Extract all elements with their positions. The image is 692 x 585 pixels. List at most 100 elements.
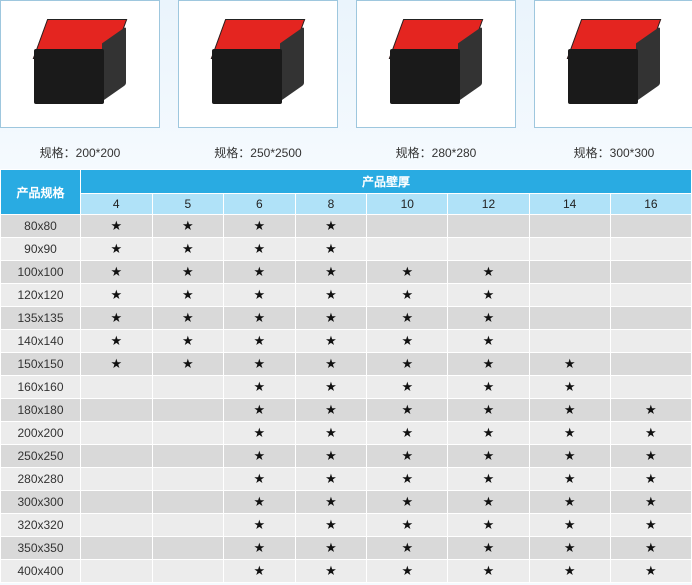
mark-cell: ★ <box>367 537 448 560</box>
mark-cell: ★ <box>81 307 153 330</box>
star-icon: ★ <box>564 471 576 486</box>
size-cell: 200x200 <box>1 422 81 445</box>
table-row: 250x250★★★★★★ <box>1 445 692 468</box>
product-image <box>534 0 692 128</box>
mark-cell: ★ <box>295 491 367 514</box>
mark-cell: ★ <box>367 330 448 353</box>
size-cell: 135x135 <box>1 307 81 330</box>
mark-cell <box>610 307 691 330</box>
mark-cell: ★ <box>224 284 296 307</box>
mark-cell <box>448 238 529 261</box>
size-cell: 150x150 <box>1 353 81 376</box>
star-icon: ★ <box>483 264 495 279</box>
size-cell: 120x120 <box>1 284 81 307</box>
star-icon: ★ <box>182 264 194 279</box>
mark-cell: ★ <box>295 330 367 353</box>
table-row: 400x400★★★★★★ <box>1 560 692 583</box>
star-icon: ★ <box>325 310 337 325</box>
mark-cell: ★ <box>367 284 448 307</box>
thickness-col: 5 <box>152 194 224 215</box>
mark-cell: ★ <box>224 491 296 514</box>
mark-cell: ★ <box>367 307 448 330</box>
thickness-col: 12 <box>448 194 529 215</box>
mark-cell: ★ <box>295 537 367 560</box>
star-icon: ★ <box>182 287 194 302</box>
star-icon: ★ <box>325 402 337 417</box>
star-icon: ★ <box>483 356 495 371</box>
mark-cell <box>610 238 691 261</box>
star-icon: ★ <box>182 333 194 348</box>
mark-cell: ★ <box>448 353 529 376</box>
star-icon: ★ <box>325 241 337 256</box>
mark-cell: ★ <box>367 560 448 583</box>
product-card: 规格：300*300 <box>534 0 692 161</box>
mark-cell: ★ <box>448 261 529 284</box>
table-row: 350x350★★★★★★ <box>1 537 692 560</box>
mark-cell: ★ <box>295 376 367 399</box>
mark-cell <box>152 422 224 445</box>
mark-cell: ★ <box>529 353 610 376</box>
star-icon: ★ <box>401 425 413 440</box>
table-row: 90x90★★★★ <box>1 238 692 261</box>
table-row: 150x150★★★★★★★ <box>1 353 692 376</box>
star-icon: ★ <box>401 494 413 509</box>
mark-cell: ★ <box>295 307 367 330</box>
star-icon: ★ <box>401 448 413 463</box>
mark-cell: ★ <box>152 215 224 238</box>
mark-cell: ★ <box>448 560 529 583</box>
star-icon: ★ <box>564 448 576 463</box>
mark-cell: ★ <box>224 353 296 376</box>
mark-cell: ★ <box>448 445 529 468</box>
mark-cell <box>81 376 153 399</box>
mark-cell: ★ <box>448 514 529 537</box>
mark-cell: ★ <box>295 238 367 261</box>
mark-cell <box>81 537 153 560</box>
mark-cell <box>81 445 153 468</box>
star-icon: ★ <box>483 379 495 394</box>
star-icon: ★ <box>110 333 122 348</box>
star-icon: ★ <box>401 356 413 371</box>
mark-cell: ★ <box>224 537 296 560</box>
table-row: 100x100★★★★★★ <box>1 261 692 284</box>
star-icon: ★ <box>564 563 576 578</box>
header-spec: 产品规格 <box>1 170 81 215</box>
mark-cell: ★ <box>224 307 296 330</box>
mark-cell: ★ <box>152 238 224 261</box>
mark-cell: ★ <box>295 422 367 445</box>
mark-cell: ★ <box>448 307 529 330</box>
mark-cell: ★ <box>529 537 610 560</box>
mark-cell <box>529 307 610 330</box>
mark-cell: ★ <box>367 399 448 422</box>
size-cell: 140x140 <box>1 330 81 353</box>
star-icon: ★ <box>325 448 337 463</box>
thickness-col: 8 <box>295 194 367 215</box>
mark-cell: ★ <box>224 330 296 353</box>
star-icon: ★ <box>325 379 337 394</box>
table-row: 160x160★★★★★ <box>1 376 692 399</box>
star-icon: ★ <box>254 425 266 440</box>
star-icon: ★ <box>110 218 122 233</box>
product-card: 规格：250*2500 <box>178 0 338 161</box>
mark-cell: ★ <box>448 330 529 353</box>
mark-cell <box>529 284 610 307</box>
size-cell: 90x90 <box>1 238 81 261</box>
mark-cell: ★ <box>367 445 448 468</box>
mark-cell: ★ <box>367 261 448 284</box>
mark-cell: ★ <box>529 445 610 468</box>
mark-cell: ★ <box>81 238 153 261</box>
star-icon: ★ <box>110 356 122 371</box>
star-icon: ★ <box>483 540 495 555</box>
mark-cell: ★ <box>610 514 691 537</box>
product-caption: 规格：250*2500 <box>178 144 338 161</box>
star-icon: ★ <box>325 494 337 509</box>
star-icon: ★ <box>254 471 266 486</box>
thickness-col: 16 <box>610 194 691 215</box>
mark-cell: ★ <box>224 468 296 491</box>
spec-table: 产品规格 产品壁厚 456810121416 80x80★★★★90x90★★★… <box>0 169 692 583</box>
mark-cell: ★ <box>448 537 529 560</box>
mark-cell: ★ <box>295 560 367 583</box>
star-icon: ★ <box>254 287 266 302</box>
star-icon: ★ <box>254 517 266 532</box>
mark-cell <box>152 468 224 491</box>
thickness-col: 4 <box>81 194 153 215</box>
